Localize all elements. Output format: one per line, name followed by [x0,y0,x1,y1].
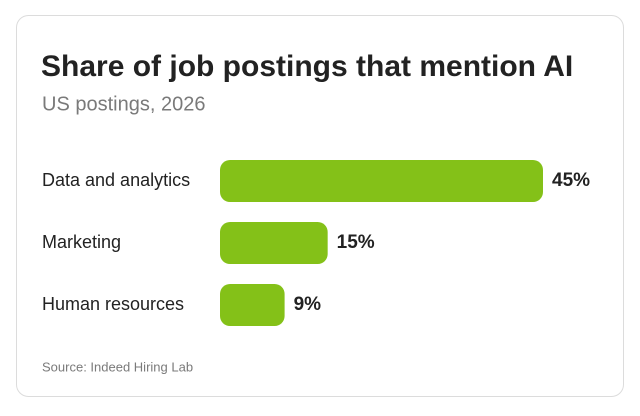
value-label: 45% [552,170,590,191]
source-note: Source: Indeed Hiring Lab [42,359,193,374]
value-label: 15% [337,232,375,253]
bar [220,222,328,264]
category-label: Human resources [42,294,184,314]
category-label: Marketing [42,232,121,252]
chart-title: Share of job postings that mention AI [41,50,573,83]
bar [220,160,543,202]
chart-subtitle: US postings, 2026 [42,93,205,115]
card-border [16,15,624,397]
value-label: 9% [294,294,322,315]
category-label: Data and analytics [42,170,190,190]
bar [220,284,285,326]
